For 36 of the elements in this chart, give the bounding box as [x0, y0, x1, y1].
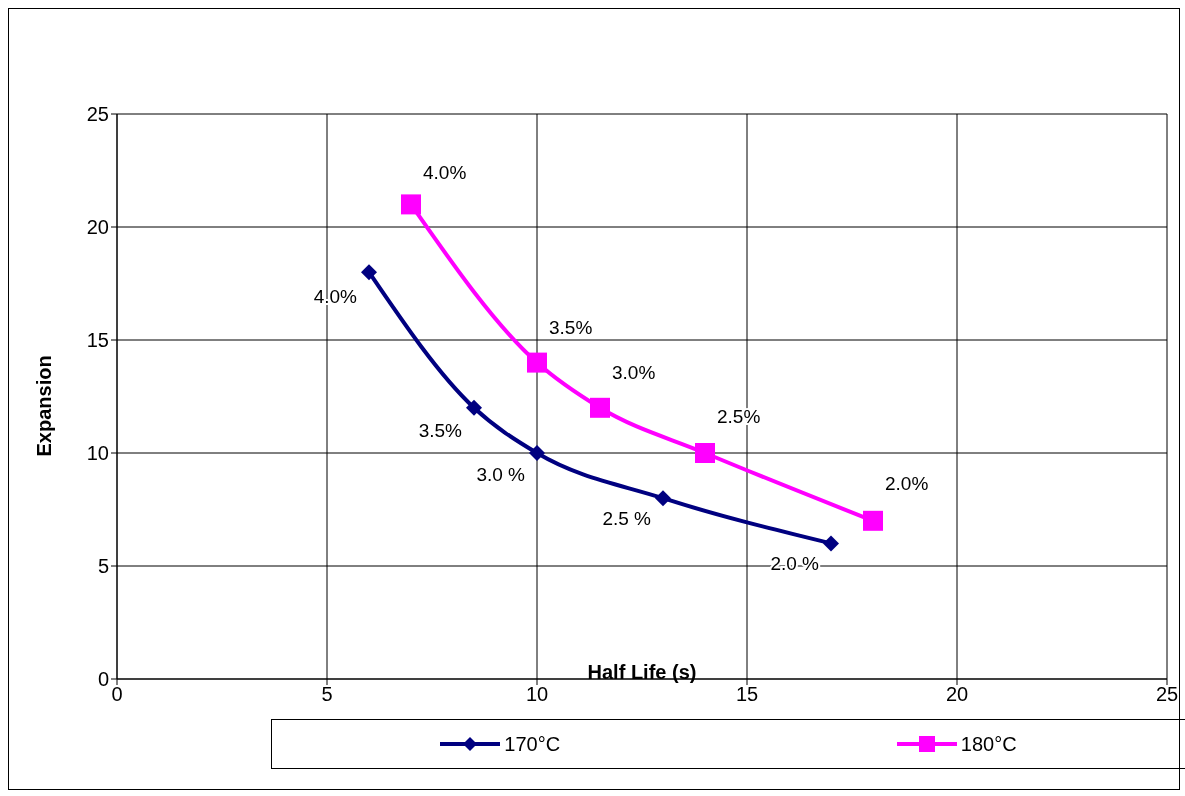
y-tick-label: 0	[97, 668, 109, 691]
point	[655, 490, 671, 507]
annotation: 3.0 %	[476, 464, 526, 485]
annotation: 3.0%	[612, 361, 656, 383]
annotation: 2.0 %	[770, 552, 820, 574]
point	[863, 510, 883, 531]
annotation: 4.0%	[423, 161, 467, 183]
y-axis-title: Expansion	[33, 355, 56, 457]
point	[527, 352, 547, 373]
annotation: 4.0%	[313, 286, 358, 308]
point	[590, 397, 610, 418]
y-tick-label: 25	[86, 103, 109, 126]
point	[695, 443, 715, 463]
annotation: 2.5 %	[602, 508, 652, 530]
point	[361, 264, 377, 281]
point	[401, 194, 421, 215]
y-tick-label: 10	[86, 442, 109, 465]
y-tick-label: 5	[97, 555, 109, 578]
x-tick-label: 5	[321, 683, 333, 706]
y-tick-label: 15	[86, 329, 109, 352]
x-tick-label: 20	[945, 683, 969, 706]
point	[466, 399, 482, 416]
legend-label: 180°C	[960, 732, 1017, 756]
x-tick-label: 10	[525, 683, 549, 706]
legend-label: 170°C	[504, 732, 561, 756]
x-axis-title: Half Life (s)	[587, 661, 697, 684]
point	[823, 535, 839, 552]
point	[529, 445, 545, 461]
annotation: 3.5%	[549, 317, 593, 339]
annotation: 2.0%	[885, 472, 929, 494]
x-tick-label: 0	[111, 683, 123, 706]
annotation: 3.5%	[418, 419, 463, 441]
y-tick-label: 20	[86, 216, 109, 239]
x-tick-label: 25	[1155, 683, 1179, 706]
annotation: 2.5%	[717, 406, 761, 427]
x-tick-label: 15	[735, 683, 759, 706]
